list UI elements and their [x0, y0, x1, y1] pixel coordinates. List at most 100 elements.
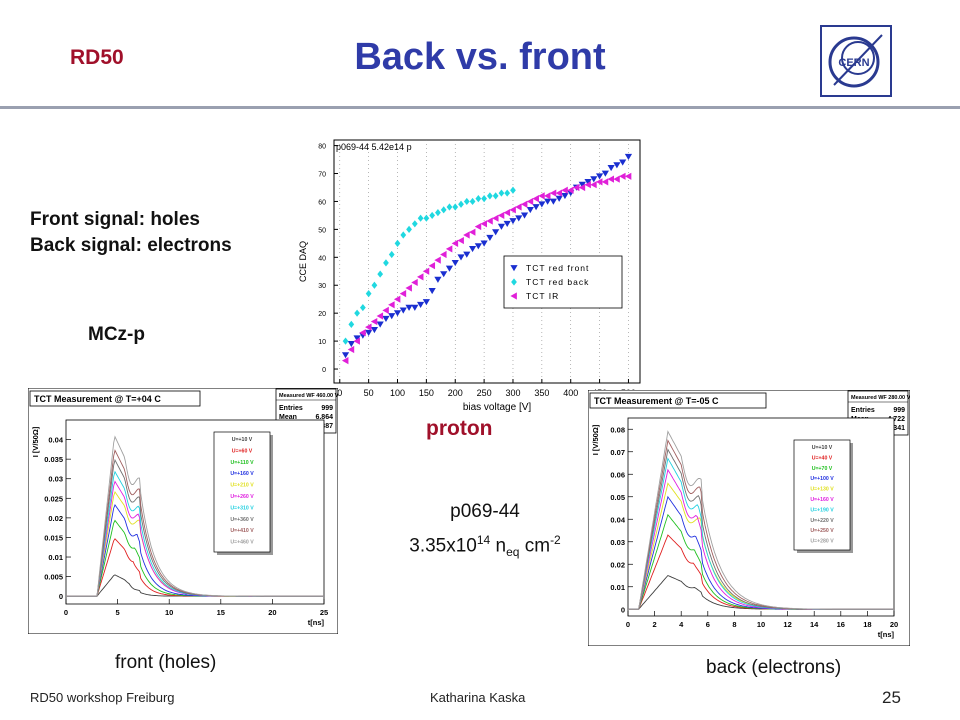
cce-data-point [359, 329, 366, 337]
cce-legend-label: TCT IR [526, 291, 559, 301]
cce-data-point [393, 295, 401, 303]
cce-data-point [549, 198, 557, 205]
tct-legend-entry: U=+160 V [230, 471, 254, 477]
cce-data-point [584, 181, 591, 189]
cce-data-point [428, 262, 436, 270]
cce-data-point [406, 225, 412, 233]
tct-x-tick-label: 16 [837, 620, 845, 629]
cce-data-point [486, 217, 493, 225]
tct-x-tick-label: 15 [217, 608, 225, 617]
cce-data-point [341, 352, 350, 359]
tct-x-tick-label: 25 [320, 608, 328, 617]
cce-data-point [365, 290, 372, 298]
cce-data-point [607, 165, 615, 172]
cce-data-point [463, 251, 471, 258]
slide-title: Back vs. front [354, 36, 606, 78]
tct-x-tick-label: 8 [732, 620, 736, 629]
tct-x-tick-label: 12 [783, 620, 791, 629]
cce-data-point [422, 267, 430, 275]
tct-legend-entry: U=+60 V [232, 448, 253, 454]
cce-data-point [429, 211, 436, 220]
cce-data-point [423, 214, 430, 222]
tct-y-tick-label: 0 [59, 592, 63, 601]
cce-x-axis-label: bias voltage [V] [463, 402, 532, 412]
cce-data-point [613, 162, 621, 169]
cce-data-point [370, 317, 378, 326]
cce-data-point [411, 278, 418, 287]
tct-legend-entry: U=+310 V [230, 505, 254, 511]
cce-data-point [382, 306, 389, 314]
tct-legend-entry: U=+210 V [230, 483, 254, 489]
cce-legend [503, 255, 623, 309]
cce-data-point [446, 203, 453, 211]
cce-data-point [435, 209, 441, 217]
cce-data-point [440, 250, 447, 259]
tct-legend-entry: U=+100 V [810, 476, 834, 482]
cce-legend-label: TCT red back [526, 277, 589, 287]
cce-data-point [469, 197, 476, 206]
tct-title: TCT Measurement @ T=+04 C [34, 394, 161, 404]
cce-data-point [607, 175, 615, 183]
cce-data-point [458, 200, 464, 208]
cce-data-point [394, 239, 401, 247]
tct-stats-name: Measured WF 280.00 V [851, 395, 910, 401]
tct-stats-label: Entries [279, 405, 303, 412]
tct-stats-value: 999 [321, 405, 333, 412]
back-signal-label: Back signal: electrons [30, 235, 232, 256]
cce-y-tick-label: 50 [318, 227, 326, 234]
tct-front-chart: TCT Measurement @ T=+04 C Measured WF 460… [28, 388, 338, 634]
cce-data-point [498, 189, 505, 197]
cce-data-point [388, 313, 396, 320]
cce-data-point [515, 203, 522, 211]
tct-y-tick-label: 0.06 [610, 470, 625, 479]
page-number: 25 [882, 688, 901, 707]
tct-stats-label: Mean [279, 414, 297, 421]
tct-x-tick-label: 0 [626, 620, 630, 629]
cce-y-tick-label: 30 [318, 283, 326, 290]
tct-y-tick-label: 0.03 [610, 538, 625, 547]
cce-data-point [480, 220, 487, 228]
cce-data-point [422, 299, 430, 306]
cce-data-point [578, 183, 586, 192]
cce-data-point [393, 310, 402, 317]
tct-title-box [589, 392, 767, 409]
cce-data-point [468, 246, 477, 253]
cce-data-point [383, 259, 389, 267]
cce-data-point [445, 245, 453, 253]
cce-x-tick-label: 400 [563, 388, 578, 398]
tct-legend-entry: U=+40 V [812, 455, 833, 461]
cce-y-tick-label: 20 [318, 311, 326, 318]
cce-y-axis-label: CCE DAQ [298, 241, 308, 282]
cce-data-point [341, 357, 349, 365]
cce-x-tick-label: 150 [419, 388, 434, 398]
cce-legend-marker [510, 292, 517, 300]
cce-data-point [475, 195, 482, 203]
cce-data-point [347, 341, 355, 348]
cce-y-tick-label: 0 [322, 367, 326, 374]
tct-back-chart: TCT Measurement @ T=-05 C Measured WF 280… [588, 390, 910, 646]
tct-legend-entry: U=+460 V [230, 540, 254, 546]
cce-data-point [538, 201, 546, 208]
tct-stats-value: 4.722 [887, 416, 905, 423]
tct-legend-entry: U=+190 V [810, 507, 834, 513]
tct-legend-entry: U=+10 V [232, 437, 253, 443]
cce-chart-title: p069-44 5.42e14 p [336, 142, 412, 152]
cce-data-point [399, 307, 407, 314]
tct-stats-name: Measured WF 460.00 V [279, 393, 338, 399]
cce-x-tick-label: 300 [505, 388, 520, 398]
tct-legend-entry: U=+410 V [230, 528, 254, 534]
cce-x-tick-label: 200 [448, 388, 463, 398]
sample-id: p069-44 [450, 501, 520, 522]
cce-series-0 [341, 153, 633, 359]
cce-data-point [595, 173, 604, 180]
cce-data-point [486, 234, 494, 241]
cce-data-point [399, 290, 407, 298]
tct-x-tick-label: 20 [890, 620, 898, 629]
cce-data-point [515, 215, 523, 222]
cce-x-tick-label: 250 [477, 388, 492, 398]
cce-data-point [544, 198, 552, 205]
tct-x-tick-label: 2 [653, 620, 657, 629]
tct-x-axis-label: t[ns] [878, 630, 895, 639]
tct-legend [793, 439, 851, 551]
cce-data-point [451, 260, 459, 267]
